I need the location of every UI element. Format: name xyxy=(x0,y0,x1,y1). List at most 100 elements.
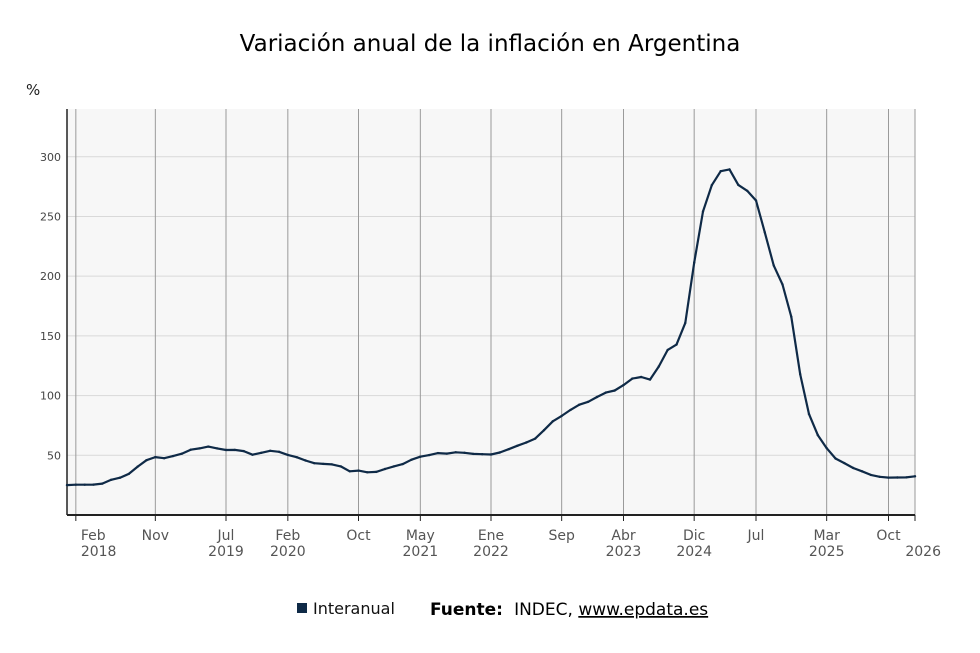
data-point-2023-08 xyxy=(657,365,660,368)
x-tick-year-2026-01: 2026 xyxy=(905,544,941,560)
data-point-2020-12 xyxy=(375,470,378,474)
data-point-2019-11 xyxy=(260,451,263,454)
data-point-2024-03 xyxy=(719,170,722,173)
data-point-2021-08 xyxy=(445,452,448,455)
data-point-2019-06 xyxy=(216,447,219,450)
x-tick-year-2022-01: 2022 xyxy=(473,544,509,560)
data-point-2025-11 xyxy=(896,476,899,479)
data-point-2024-07 xyxy=(754,199,758,202)
data-point-2021-03 xyxy=(401,462,404,466)
source-text: INDEC, xyxy=(514,600,578,620)
data-point-2023-06 xyxy=(640,375,643,379)
data-point-2023-07 xyxy=(648,378,652,381)
y-tick-label-300: 300 xyxy=(40,151,61,164)
x-tick-month-2023-12: Dic xyxy=(683,528,705,544)
data-point-2021-04 xyxy=(410,458,413,461)
data-point-2022-02 xyxy=(498,451,501,454)
data-point-2025-02 xyxy=(816,433,819,437)
data-point-2018-06 xyxy=(110,478,113,481)
data-point-2019-01 xyxy=(171,454,175,458)
data-point-2022-05 xyxy=(525,441,528,444)
data-point-2018-12 xyxy=(163,457,166,460)
source-link[interactable]: www.epdata.es xyxy=(578,600,708,620)
x-tick-month-2025-03: Mar xyxy=(813,528,840,544)
data-point-2021-12 xyxy=(481,453,484,456)
data-point-2024-08 xyxy=(763,231,766,234)
x-tick-year-2023-12: 2024 xyxy=(676,544,712,560)
x-tick-year-2025-03: 2025 xyxy=(809,544,845,560)
x-tick-year-2018-02: 2018 xyxy=(81,544,117,560)
data-point-2023-10 xyxy=(675,343,678,346)
data-point-2019-12 xyxy=(269,449,272,452)
data-point-2019-04 xyxy=(198,447,201,450)
x-tick-month-2022-09: Sep xyxy=(548,528,575,544)
legend-swatch-interanual xyxy=(297,603,307,613)
x-tick-month-2019-07: Jul xyxy=(217,528,235,544)
data-point-2020-06 xyxy=(322,462,325,466)
data-point-2025-12 xyxy=(905,476,908,479)
y-axis-tick-labels: 50 100 150 200 250 300 xyxy=(40,151,61,463)
data-point-2024-12 xyxy=(799,373,802,376)
data-point-2025-03 xyxy=(825,447,828,450)
data-point-2018-05 xyxy=(101,482,104,485)
data-point-2018-10 xyxy=(145,459,148,462)
data-point-2018-09 xyxy=(136,465,139,468)
y-tick-label-250: 250 xyxy=(40,210,61,223)
data-point-2023-04 xyxy=(622,383,625,387)
data-point-2021-05 xyxy=(419,455,422,458)
x-tick-year-2019-07: 2019 xyxy=(208,544,244,560)
data-point-2024-02 xyxy=(710,184,713,187)
data-point-2025-08 xyxy=(869,473,872,477)
x-tick-month-2018-11: Nov xyxy=(142,528,169,544)
data-point-2024-04 xyxy=(728,168,731,171)
y-tick-label-100: 100 xyxy=(40,390,61,403)
y-axis-unit-label: % xyxy=(26,81,40,99)
data-point-2018-02 xyxy=(74,483,78,486)
data-point-2020-05 xyxy=(313,462,316,465)
data-point-2019-08 xyxy=(233,448,236,452)
x-tick-month-2025-10: Oct xyxy=(876,528,901,544)
data-point-2021-07 xyxy=(436,451,440,455)
data-point-2025-10 xyxy=(887,476,890,479)
data-point-2022-04 xyxy=(516,444,519,447)
data-point-2024-10 xyxy=(781,283,784,286)
data-point-2023-05 xyxy=(631,377,634,380)
data-point-2023-02 xyxy=(604,391,607,394)
data-point-2018-03 xyxy=(83,483,86,486)
data-point-2021-02 xyxy=(392,465,395,468)
data-point-2025-04 xyxy=(834,457,837,460)
source-line: Fuente: INDEC, www.epdata.es xyxy=(430,600,708,620)
data-point-2020-08 xyxy=(339,465,342,468)
data-point-2020-10 xyxy=(357,469,360,472)
data-point-2020-04 xyxy=(304,459,307,462)
data-point-2023-03 xyxy=(613,389,616,392)
data-point-2018-08 xyxy=(127,472,130,476)
data-point-2025-09 xyxy=(878,475,881,478)
legend: Interanual xyxy=(297,599,395,618)
x-tick-year-2021-05: 2021 xyxy=(403,544,439,560)
data-point-2021-10 xyxy=(463,451,466,454)
legend-label-interanual: Interanual xyxy=(313,599,395,618)
data-point-2019-10 xyxy=(251,453,254,456)
data-point-2022-06 xyxy=(534,437,537,440)
x-tick-year-2023-04: 2023 xyxy=(606,544,642,560)
x-tick-year-2020-02: 2020 xyxy=(270,544,306,560)
x-tick-month-2022-01: Ene xyxy=(478,528,504,544)
data-point-2024-01 xyxy=(701,210,705,213)
data-point-2025-06 xyxy=(852,466,855,470)
data-point-2022-07 xyxy=(542,429,546,432)
data-point-2025-05 xyxy=(843,461,846,465)
series-layer xyxy=(65,168,917,487)
x-tick-month-2020-02: Feb xyxy=(275,528,300,544)
data-point-2019-09 xyxy=(242,449,245,453)
data-point-2021-11 xyxy=(472,452,475,456)
data-point-2024-11 xyxy=(790,315,793,318)
data-point-2020-03 xyxy=(295,456,298,459)
data-point-2019-02 xyxy=(180,452,183,455)
data-point-2020-01 xyxy=(277,450,281,453)
data-point-2024-09 xyxy=(772,264,775,267)
data-point-2022-01 xyxy=(489,453,493,456)
x-tick-month-2020-10: Oct xyxy=(346,528,371,544)
data-point-2024-06 xyxy=(746,189,749,192)
